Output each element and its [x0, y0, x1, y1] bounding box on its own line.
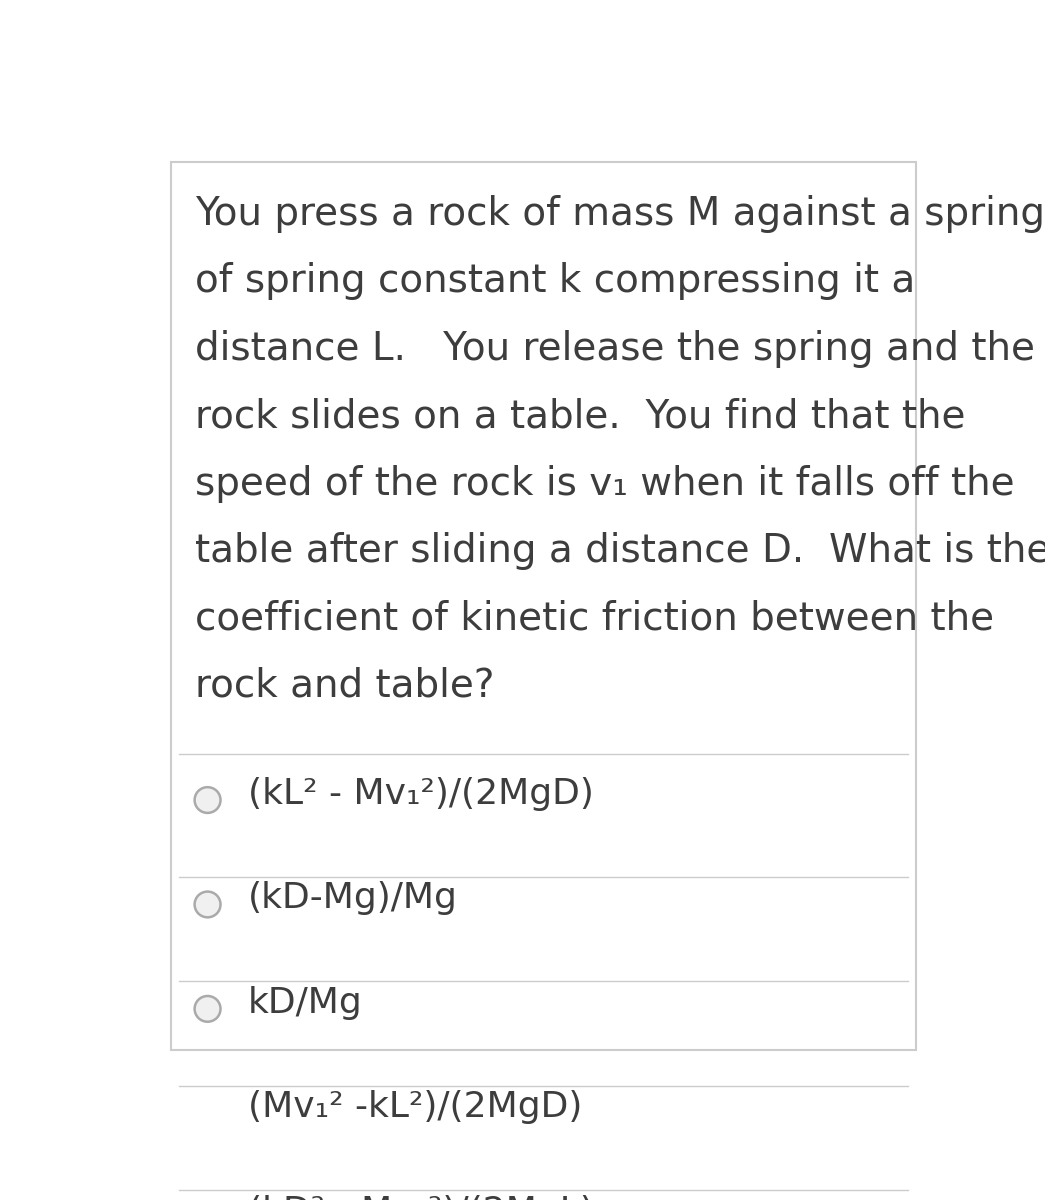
Text: You press a rock of mass M against a spring: You press a rock of mass M against a spr…	[195, 194, 1045, 233]
Ellipse shape	[194, 996, 220, 1021]
FancyBboxPatch shape	[171, 162, 916, 1050]
Text: table after sliding a distance D.  What is the: table after sliding a distance D. What i…	[195, 532, 1045, 570]
Text: (Mv₁² -kL²)/(2MgD): (Mv₁² -kL²)/(2MgD)	[248, 1090, 582, 1124]
Text: rock slides on a table.  You find that the: rock slides on a table. You find that th…	[195, 397, 966, 436]
Ellipse shape	[194, 1100, 220, 1126]
Ellipse shape	[194, 787, 220, 812]
Text: (kD² - Mv₁²)/(2MgL): (kD² - Mv₁²)/(2MgL)	[248, 1194, 594, 1200]
Text: speed of the rock is v₁ when it falls off the: speed of the rock is v₁ when it falls of…	[195, 464, 1015, 503]
Text: distance L.   You release the spring and the: distance L. You release the spring and t…	[195, 330, 1036, 367]
Text: (kD-Mg)/Mg: (kD-Mg)/Mg	[248, 881, 458, 916]
Text: rock and table?: rock and table?	[195, 667, 495, 704]
Text: kD/Mg: kD/Mg	[248, 985, 363, 1020]
Text: (kL² - Mv₁²)/(2MgD): (kL² - Mv₁²)/(2MgD)	[248, 776, 594, 811]
Text: of spring constant k compressing it a: of spring constant k compressing it a	[195, 263, 915, 300]
Ellipse shape	[194, 892, 220, 917]
Text: coefficient of kinetic friction between the: coefficient of kinetic friction between …	[195, 600, 995, 637]
